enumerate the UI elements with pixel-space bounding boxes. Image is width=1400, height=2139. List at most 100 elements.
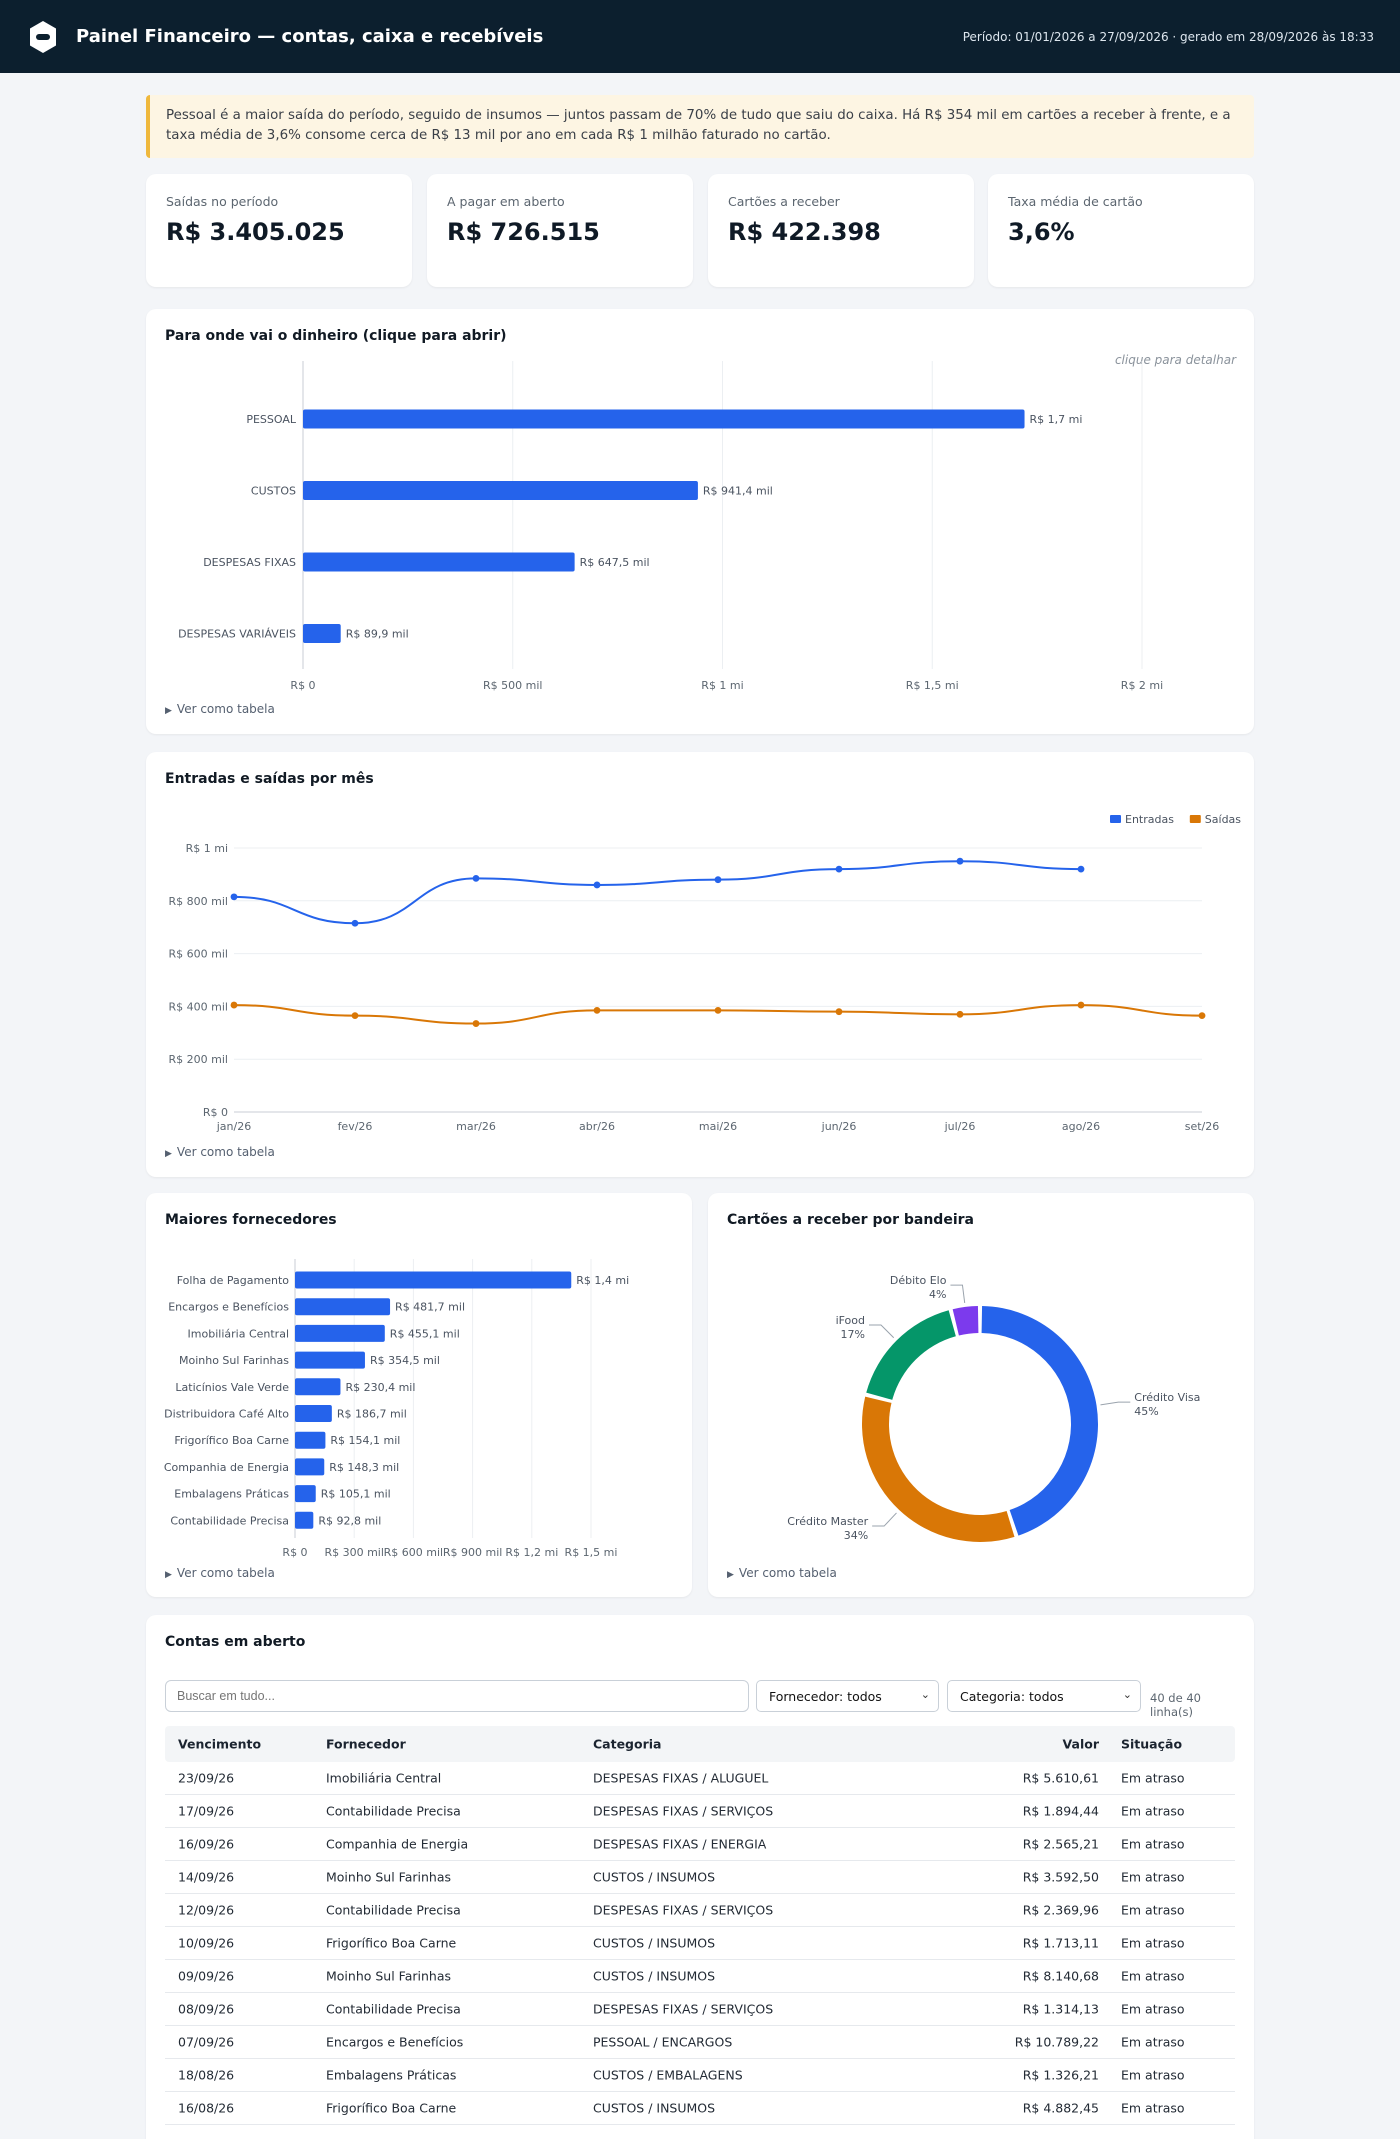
category-filter-select[interactable]: Categoria: todos ⌄ bbox=[947, 1680, 1141, 1712]
status-cell: Em atraso bbox=[1121, 1836, 1185, 1852]
view-as-table-toggle[interactable]: ▶ Ver como tabela bbox=[165, 702, 275, 716]
table-row[interactable]: 08/09/26 Contabilidade Precisa DESPESAS FI… bbox=[165, 1993, 1235, 2026]
status-cell: Em atraso bbox=[1121, 1902, 1185, 1918]
table-row[interactable]: 14/09/26 Moinho Sul Farinhas CUSTOS / INSU… bbox=[165, 1861, 1235, 1894]
x-tick-label: fev/26 bbox=[338, 1120, 373, 1133]
kpi-label: Cartões a receber bbox=[728, 194, 840, 209]
leader-line bbox=[950, 1284, 966, 1304]
data-point bbox=[230, 893, 238, 901]
x-tick-label: jul/26 bbox=[944, 1120, 976, 1133]
category-cell: DESPESAS FIXAS / SERVIÇOS bbox=[593, 1803, 774, 1819]
data-point bbox=[956, 857, 964, 865]
toggle-label: Ver como tabela bbox=[176, 702, 275, 716]
due-cell: 08/09/26 bbox=[178, 2001, 235, 2017]
slice-label: Débito Elo bbox=[890, 1274, 947, 1287]
y-tick-label: R$ 1 mi bbox=[186, 842, 228, 855]
bar-value-label: R$ 354,5 mil bbox=[370, 1354, 440, 1367]
slice-label: iFood bbox=[836, 1314, 865, 1327]
column-header-status[interactable]: Situação bbox=[1121, 1736, 1183, 1752]
supplier-filter-select[interactable]: Fornecedor: todos ⌄ bbox=[756, 1680, 939, 1712]
data-point bbox=[472, 874, 480, 882]
data-point bbox=[835, 865, 843, 873]
view-as-table-toggle[interactable]: ▶ Ver como tabela bbox=[165, 1566, 275, 1580]
table-row[interactable]: 17/09/26 Contabilidade Precisa DESPESAS FI… bbox=[165, 1795, 1235, 1828]
category-bar[interactable] bbox=[303, 481, 698, 500]
supplier-label: Contabilidade Precisa bbox=[170, 1514, 289, 1527]
supplier-label: Folha de Pagamento bbox=[177, 1274, 290, 1287]
supplier-bar bbox=[295, 1458, 325, 1476]
category-label: DESPESAS VARIÁVEIS bbox=[178, 628, 296, 641]
category-label: DESPESAS FIXAS bbox=[203, 556, 296, 569]
column-header-category[interactable]: Categoria bbox=[593, 1736, 662, 1752]
series-line bbox=[233, 860, 1082, 925]
select-value: Categoria: todos bbox=[960, 1689, 1064, 1704]
value-cell: R$ 1.894,44 bbox=[1022, 1803, 1099, 1819]
bar-value-label: R$ 148,3 mil bbox=[329, 1461, 399, 1474]
category-cell: CUSTOS / INSUMOS bbox=[593, 1968, 716, 1984]
x-tick-label: R$ 2 mi bbox=[1121, 679, 1163, 692]
y-tick-label: R$ 0 bbox=[203, 1106, 228, 1119]
value-cell: R$ 5.610,61 bbox=[1022, 1770, 1099, 1786]
top-header: Painel Financeiro — contas, caixa e rece… bbox=[0, 0, 1400, 73]
supplier-bar bbox=[295, 1485, 316, 1503]
data-point bbox=[593, 881, 601, 889]
due-cell: 16/09/26 bbox=[178, 1836, 235, 1852]
table-row[interactable]: 18/08/26 Embalagens Práticas CUSTOS / EMBA… bbox=[165, 2059, 1235, 2092]
table-row[interactable]: 07/09/26 Encargos e Benefícios PESSOAL / E… bbox=[165, 2026, 1235, 2059]
row-count: 40 de 40 linha(s) bbox=[1150, 1691, 1201, 1719]
table-row[interactable]: 09/09/26 Moinho Sul Farinhas CUSTOS / INSU… bbox=[165, 1960, 1235, 1993]
supplier-label: Moinho Sul Farinhas bbox=[179, 1354, 289, 1367]
status-cell: Em atraso bbox=[1121, 1968, 1185, 1984]
column-header-value[interactable]: Valor bbox=[1062, 1736, 1099, 1752]
view-as-table-toggle[interactable]: ▶ Ver como tabela bbox=[727, 1566, 837, 1580]
bar-value-label: R$ 186,7 mil bbox=[337, 1408, 407, 1421]
table-row[interactable]: 12/09/26 Contabilidade Precisa DESPESAS FI… bbox=[165, 1894, 1235, 1927]
column-header-supplier[interactable]: Fornecedor bbox=[326, 1736, 406, 1752]
supplier-cell: Companhia de Energia bbox=[326, 1836, 469, 1852]
y-tick-label: R$ 800 mil bbox=[169, 895, 228, 908]
table-row[interactable]: 16/08/26 Frigorífico Boa Carne CUSTOS / IN… bbox=[165, 2092, 1235, 2125]
table-header: Vencimento Fornecedor Categoria Valor Si… bbox=[165, 1726, 1235, 1762]
drilldown-hint: clique para detalhar bbox=[1114, 353, 1236, 367]
data-point bbox=[714, 1006, 722, 1014]
x-tick-label: R$ 1,5 mi bbox=[906, 679, 959, 692]
leader-line bbox=[1100, 1401, 1131, 1406]
table-row[interactable]: 16/09/26 Companhia de Energia DESPESAS FIX… bbox=[165, 1828, 1235, 1861]
table-row[interactable]: 23/09/26 Imobiliária Central DESPESAS FIXA… bbox=[165, 1762, 1235, 1795]
x-tick-label: R$ 0 bbox=[290, 679, 315, 692]
donut-slice bbox=[952, 1306, 979, 1336]
data-point bbox=[835, 1008, 843, 1016]
kpi-value: R$ 422.398 bbox=[728, 218, 881, 246]
x-tick-label: mar/26 bbox=[456, 1120, 496, 1133]
spend-bar-chart[interactable]: R$ 0 R$ 500 mil R$ 1 mi R$ 1,5 mi R$ 2 mi PES… bbox=[146, 309, 1254, 709]
bar-value-label: R$ 154,1 mil bbox=[330, 1434, 400, 1447]
bar-value-label: R$ 1,4 mi bbox=[576, 1274, 629, 1287]
slice-label: Crédito Master bbox=[787, 1515, 868, 1528]
view-as-table-toggle[interactable]: ▶ Ver como tabela bbox=[165, 1145, 275, 1159]
category-bar[interactable] bbox=[303, 409, 1025, 429]
bar-value-label: R$ 89,9 mil bbox=[346, 628, 409, 641]
kpi-label: Saídas no período bbox=[166, 194, 279, 209]
legend-swatch bbox=[1110, 815, 1121, 823]
report-period: Período: 01/01/2026 a 27/09/2026 · gerad… bbox=[962, 30, 1374, 44]
chevron-down-icon: ⌄ bbox=[1122, 1688, 1132, 1701]
category-bar[interactable] bbox=[303, 552, 575, 572]
bar-value-label: R$ 230,4 mil bbox=[345, 1381, 415, 1394]
category-bar[interactable] bbox=[303, 624, 341, 643]
x-tick-label: R$ 1,5 mi bbox=[565, 1546, 618, 1559]
legend-label: Saídas bbox=[1205, 813, 1242, 826]
search-input[interactable] bbox=[165, 1680, 749, 1712]
table-filters: Fornecedor: todos ⌄ Categoria: todos ⌄ 40 … bbox=[165, 1680, 1235, 1719]
data-point bbox=[351, 1012, 359, 1020]
column-header-due[interactable]: Vencimento bbox=[178, 1736, 262, 1752]
chevron-down-icon: ⌄ bbox=[920, 1688, 930, 1701]
kpi-label: A pagar em aberto bbox=[447, 194, 565, 209]
kpi-label: Taxa média de cartão bbox=[1008, 194, 1143, 209]
x-tick-label: R$ 0 bbox=[282, 1546, 307, 1559]
x-tick-label: jan/26 bbox=[216, 1120, 251, 1133]
supplier-label: Imobiliária Central bbox=[188, 1327, 289, 1340]
table-row[interactable]: 10/09/26 Frigorífico Boa Carne CUSTOS / IN… bbox=[165, 1927, 1235, 1960]
slice-percent-label: 34% bbox=[844, 1529, 868, 1542]
value-cell: R$ 1.326,21 bbox=[1022, 2067, 1099, 2083]
supplier-label: Encargos e Benefícios bbox=[168, 1301, 289, 1314]
